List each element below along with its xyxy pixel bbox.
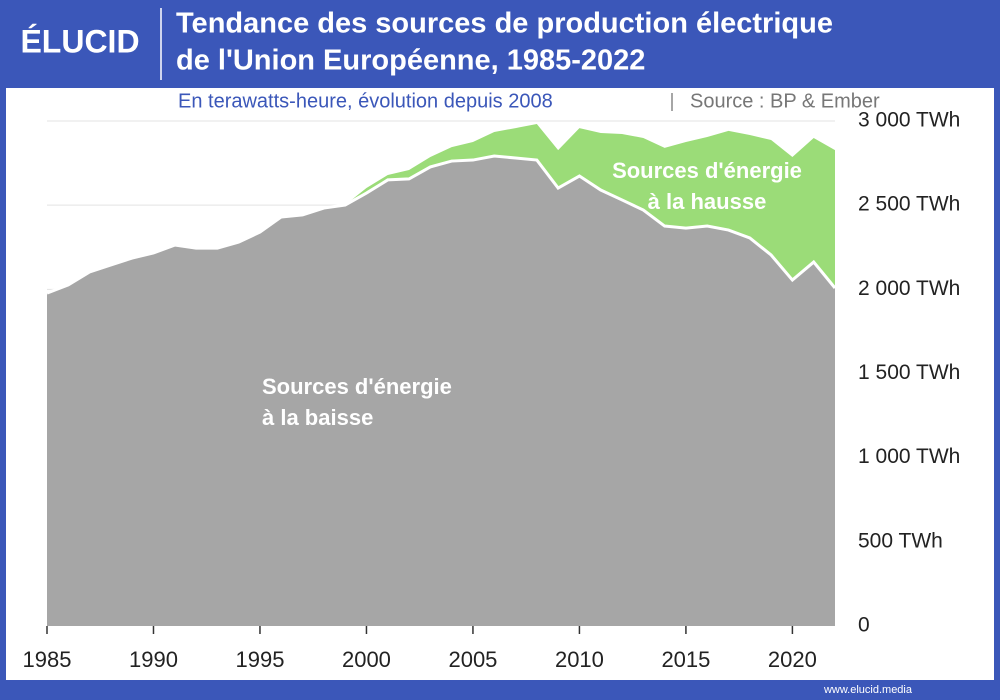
x-tick-label: 1985 xyxy=(23,647,72,672)
x-tick-label: 1990 xyxy=(129,647,178,672)
chart-title: Tendance des sources de production élect… xyxy=(176,8,833,40)
subtitle: En terawatts-heure, évolution depuis 200… xyxy=(178,90,553,112)
annotation: Sources d'énergie xyxy=(612,158,802,183)
source: Source : BP & Ember xyxy=(690,90,880,112)
y-tick-label: 0 xyxy=(858,614,870,637)
y-tick-label: 3 000 TWh xyxy=(858,109,960,132)
footer: www.elucid.media xyxy=(823,684,913,696)
x-tick-label: 2015 xyxy=(661,647,710,672)
x-tick-label: 2005 xyxy=(448,647,497,672)
y-tick-label: 1 500 TWh xyxy=(858,361,960,384)
area xyxy=(47,156,835,626)
y-tick-label: 1 000 TWh xyxy=(858,445,960,468)
chart-title: de l'Union Européenne, 1985-2022 xyxy=(176,45,645,77)
area xyxy=(345,124,835,288)
annotation: à la baisse xyxy=(262,405,373,430)
annotation: à la hausse xyxy=(648,189,767,214)
series-edge xyxy=(46,154,837,295)
logo: ÉLUCID xyxy=(20,23,139,59)
y-tick-label: 2 500 TWh xyxy=(858,193,960,216)
y-tick-label: 2 000 TWh xyxy=(858,277,960,300)
annotation: Sources d'énergie xyxy=(262,374,452,399)
x-tick-label: 1995 xyxy=(235,647,284,672)
x-tick-label: 2010 xyxy=(555,647,604,672)
y-tick-label: 500 TWh xyxy=(858,529,943,552)
x-tick-label: 2020 xyxy=(768,647,817,672)
x-tick-label: 2000 xyxy=(342,647,391,672)
